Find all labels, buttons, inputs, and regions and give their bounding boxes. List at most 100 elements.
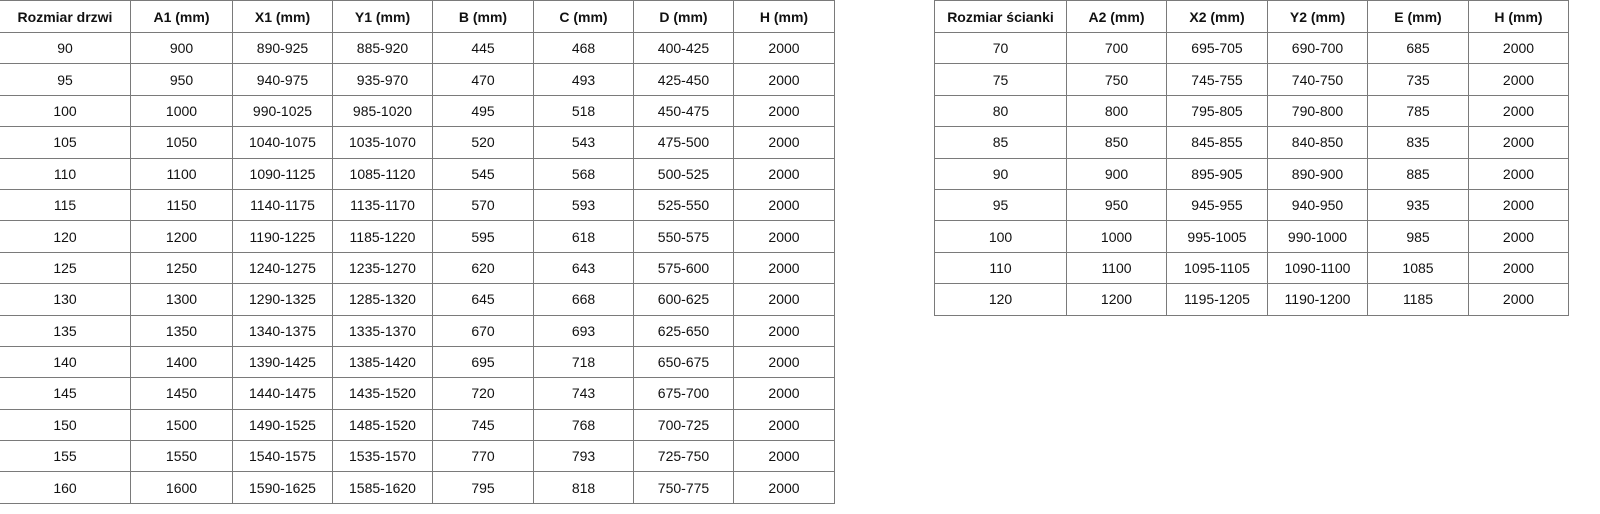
- table-cell: 1090-1100: [1267, 251, 1368, 285]
- table-cell: 985-1020: [332, 94, 433, 128]
- table-row: 75 750 745-755 740-750 735 2000: [934, 63, 1569, 96]
- table-cell: 2000: [733, 251, 835, 285]
- table-cell: 890-900: [1267, 157, 1368, 190]
- table-cell: 95: [0, 63, 131, 96]
- table-cell: 525-550: [633, 188, 734, 222]
- table-row: 95 950 945-955 940-950 935 2000: [934, 188, 1569, 222]
- table-cell: 2000: [1468, 251, 1569, 285]
- table-cell: 1600: [130, 471, 233, 504]
- table-row: 150 1500 1490-1525 1485-1520 745 768 700-725 20…: [0, 408, 835, 442]
- table-row: 135 1350 1340-1375 1335-1370 670 693 625-650 20…: [0, 314, 835, 347]
- table-cell: 445: [432, 31, 534, 65]
- table-cell: 885-920: [332, 31, 433, 65]
- table-cell: 495: [432, 94, 534, 128]
- table-row: 105 1050 1040-1075 1035-1070 520 543 475-500 20…: [0, 126, 835, 159]
- table-row: 110 1100 1095-1105 1090-1100 1085 2000: [934, 251, 1569, 285]
- table-cell: 2000: [1468, 220, 1569, 253]
- table-cell: 1100: [130, 157, 233, 190]
- table-cell: 1400: [130, 345, 233, 379]
- table-cell: 890-925: [232, 31, 333, 65]
- table-row: 110 1100 1090-1125 1085-1120 545 568 500-525 20…: [0, 157, 835, 190]
- table-cell: 840-850: [1267, 126, 1368, 159]
- table-cell: 545: [432, 157, 534, 190]
- table-cell: 160: [0, 471, 131, 504]
- table-cell: 1250: [130, 251, 233, 285]
- table-cell: 743: [533, 377, 634, 410]
- table-cell: 643: [533, 251, 634, 285]
- table-cell: 770: [432, 440, 534, 473]
- table-cell: 575-600: [633, 251, 734, 285]
- table-cell: 2000: [1468, 94, 1569, 128]
- table-cell: 493: [533, 63, 634, 96]
- table-cell: 850: [1066, 126, 1167, 159]
- table-cell: 935-970: [332, 63, 433, 96]
- table-cell: 940-950: [1267, 188, 1368, 222]
- table-row: 100 1000 995-1005 990-1000 985 2000: [934, 220, 1569, 253]
- table-cell: 2000: [733, 440, 835, 473]
- table-row: 90 900 895-905 890-900 885 2000: [934, 157, 1569, 190]
- table-cell: 685: [1367, 31, 1469, 65]
- table-cell: 1235-1270: [332, 251, 433, 285]
- table-cell: 400-425: [633, 31, 734, 65]
- table-cell: 695: [432, 345, 534, 379]
- table-cell: 2000: [733, 377, 835, 410]
- table-cell: 1385-1420: [332, 345, 433, 379]
- table-cell: 100: [0, 94, 131, 128]
- table-cell: 1000: [130, 94, 233, 128]
- table-cell: 1300: [130, 283, 233, 316]
- table-cell: 725-750: [633, 440, 734, 473]
- table-cell: 995-1005: [1166, 220, 1268, 253]
- table-cell: 690-700: [1267, 31, 1368, 65]
- table-cell: 900: [130, 31, 233, 65]
- table-cell: 135: [0, 314, 131, 347]
- table-cell: 1095-1105: [1166, 251, 1268, 285]
- table-cell: 2000: [1468, 31, 1569, 65]
- table-cell: 985: [1367, 220, 1469, 253]
- table-cell: 2000: [733, 345, 835, 379]
- table-cell: 85: [934, 126, 1067, 159]
- table-row: 115 1150 1140-1175 1135-1170 570 593 525-550 20…: [0, 188, 835, 222]
- table-cell: 800: [1066, 94, 1167, 128]
- table-cell: 1150: [130, 188, 233, 222]
- table-cell: 650-675: [633, 345, 734, 379]
- table-cell: 785: [1367, 94, 1469, 128]
- table-cell: 745-755: [1166, 63, 1268, 96]
- table-cell: 1540-1575: [232, 440, 333, 473]
- table-cell: 1585-1620: [332, 471, 433, 504]
- table-row: 145 1450 1440-1475 1435-1520 720 743 675-700 20…: [0, 377, 835, 410]
- table-cell: 668: [533, 283, 634, 316]
- table-cell: 568: [533, 157, 634, 190]
- column-header: E (mm): [1367, 0, 1469, 33]
- table-cell: 740-750: [1267, 63, 1368, 96]
- column-header: Y1 (mm): [332, 0, 433, 33]
- table-cell: 935: [1367, 188, 1469, 222]
- table-cell: 695-705: [1166, 31, 1268, 65]
- table-row: 160 1600 1590-1625 1585-1620 795 818 750-775 20…: [0, 471, 835, 504]
- table-cell: 100: [934, 220, 1067, 253]
- table-row: 130 1300 1290-1325 1285-1320 645 668 600-625 20…: [0, 283, 835, 316]
- table-cell: 620: [432, 251, 534, 285]
- table-cell: 95: [934, 188, 1067, 222]
- table-cell: 895-905: [1166, 157, 1268, 190]
- table-cell: 593: [533, 188, 634, 222]
- table-cell: 550-575: [633, 220, 734, 253]
- table-cell: 670: [432, 314, 534, 347]
- table-cell: 793: [533, 440, 634, 473]
- table-cell: 520: [432, 126, 534, 159]
- table-cell: 543: [533, 126, 634, 159]
- table-cell: 115: [0, 188, 131, 222]
- table-cell: 950: [1066, 188, 1167, 222]
- table-row: 85 850 845-855 840-850 835 2000: [934, 126, 1569, 159]
- table-cell: 125: [0, 251, 131, 285]
- table-cell: 1590-1625: [232, 471, 333, 504]
- table-cell: 425-450: [633, 63, 734, 96]
- table-cell: 735: [1367, 63, 1469, 96]
- table-cell: 1240-1275: [232, 251, 333, 285]
- table-cell: 1285-1320: [332, 283, 433, 316]
- table-cell: 1490-1525: [232, 408, 333, 442]
- column-header: A2 (mm): [1066, 0, 1167, 33]
- table-cell: 2000: [733, 94, 835, 128]
- table-cell: 745: [432, 408, 534, 442]
- table-cell: 795-805: [1166, 94, 1268, 128]
- header-row: Rozmiar drzwi A1 (mm) X1 (mm) Y1 (mm) B (mm)…: [0, 0, 835, 33]
